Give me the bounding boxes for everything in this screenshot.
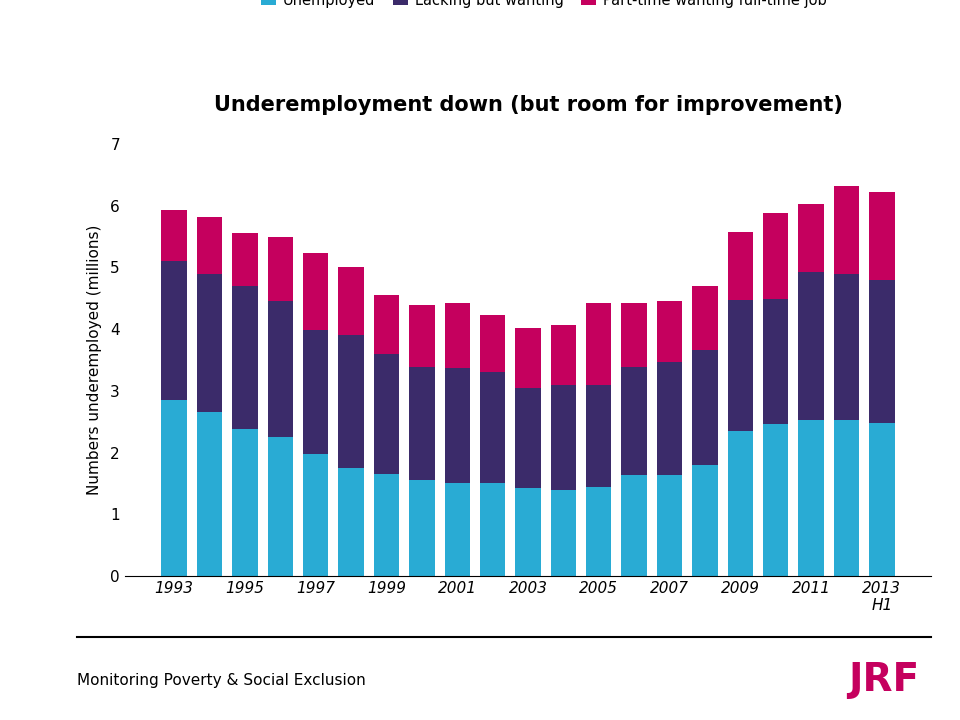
Bar	[516, 488, 540, 576]
Bar	[586, 302, 612, 384]
Bar	[268, 237, 293, 302]
Text: JRF: JRF	[848, 662, 919, 699]
Bar	[232, 286, 257, 429]
Bar	[621, 367, 647, 475]
Bar	[763, 423, 788, 576]
Bar	[303, 330, 328, 454]
Text: Underemployment down (but room for improvement): Underemployment down (but room for impro…	[213, 95, 843, 115]
Bar	[373, 294, 399, 354]
Bar	[268, 437, 293, 576]
Bar	[373, 354, 399, 474]
Bar	[692, 349, 718, 465]
Bar	[799, 204, 824, 271]
Bar	[869, 280, 895, 423]
Bar	[869, 192, 895, 280]
Y-axis label: Numbers underemployed (millions): Numbers underemployed (millions)	[86, 225, 102, 495]
Bar	[657, 301, 683, 362]
Bar	[480, 483, 505, 576]
Bar	[197, 217, 223, 274]
Bar	[338, 267, 364, 336]
Bar	[516, 388, 540, 488]
Bar	[763, 212, 788, 299]
Bar	[657, 475, 683, 576]
Bar	[197, 413, 223, 576]
Bar	[161, 261, 187, 400]
Legend: Unemployed, Lacking but wanting, Part-time wanting full-time job: Unemployed, Lacking but wanting, Part-ti…	[255, 0, 832, 14]
Bar	[161, 210, 187, 261]
Bar	[551, 490, 576, 576]
Bar	[303, 253, 328, 330]
Bar	[728, 431, 753, 576]
Bar	[551, 384, 576, 490]
Bar	[409, 367, 435, 480]
Bar	[268, 302, 293, 437]
Bar	[338, 468, 364, 576]
Bar	[833, 420, 859, 576]
Bar	[621, 475, 647, 576]
Bar	[657, 362, 683, 475]
Bar	[516, 328, 540, 388]
Bar	[586, 487, 612, 576]
Bar	[480, 372, 505, 483]
Bar	[232, 233, 257, 286]
Bar	[833, 274, 859, 420]
Bar	[303, 454, 328, 576]
Bar	[869, 423, 895, 576]
Bar	[373, 474, 399, 576]
Bar	[409, 305, 435, 367]
Bar	[799, 420, 824, 576]
Bar	[763, 299, 788, 423]
Bar	[444, 303, 470, 368]
Bar	[444, 368, 470, 483]
Bar	[692, 286, 718, 349]
Bar	[621, 302, 647, 367]
Bar	[409, 480, 435, 576]
Bar	[728, 233, 753, 300]
Bar	[833, 186, 859, 274]
Bar	[161, 400, 187, 576]
Bar	[586, 384, 612, 487]
Bar	[692, 465, 718, 576]
Bar	[728, 300, 753, 431]
Text: Monitoring Poverty & Social Exclusion: Monitoring Poverty & Social Exclusion	[77, 673, 366, 688]
Bar	[338, 336, 364, 468]
Bar	[480, 315, 505, 372]
Bar	[551, 325, 576, 384]
Bar	[197, 274, 223, 413]
Bar	[799, 271, 824, 420]
Bar	[232, 429, 257, 576]
Bar	[444, 483, 470, 576]
